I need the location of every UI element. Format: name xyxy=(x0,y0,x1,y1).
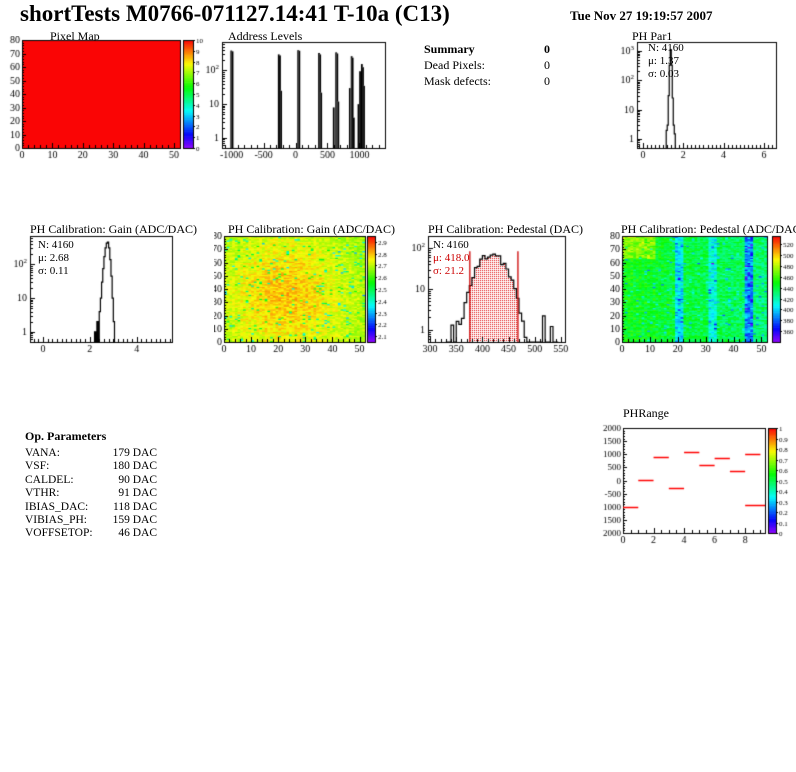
op-label: VIBIAS_PH: xyxy=(25,514,87,527)
op-label: VTHR: xyxy=(25,487,60,500)
op-parameters-title: Op. Parameters xyxy=(25,429,107,443)
stat-n: N: 4160 xyxy=(648,42,684,54)
summary-row-value: 0 xyxy=(544,74,550,88)
page-title: shortTests M0766-071127.14:41 T-10a (C13… xyxy=(20,1,450,26)
pedestal-map-chart xyxy=(610,232,796,356)
op-row: IBIAS_DAC: 118 DAC xyxy=(25,501,157,514)
op-parameters-block: Op. Parameters VANA: 179 DAC VSF: 180 DA… xyxy=(25,429,157,541)
summary-header: Summary 0 xyxy=(424,41,550,57)
address-levels-chart xyxy=(205,36,395,162)
op-row: CALDEL: 90 DAC xyxy=(25,474,157,487)
stat-sigma: σ: 21.2 xyxy=(433,265,464,277)
stat-n: N: 4160 xyxy=(38,239,74,251)
ph-par1-chart xyxy=(608,36,796,162)
op-label: VOFFSETOP: xyxy=(25,527,93,540)
summary-title: Summary xyxy=(424,42,475,56)
stat-sigma: σ: 0.11 xyxy=(38,265,69,277)
op-row: VTHR: 91 DAC xyxy=(25,487,157,500)
op-value: 179 DAC xyxy=(112,447,157,459)
pedestal-hist-chart xyxy=(412,232,577,356)
stat-n: N: 4160 xyxy=(433,239,469,251)
op-value: 159 DAC xyxy=(112,514,157,527)
op-label: CALDEL: xyxy=(25,473,74,486)
gain-hist-chart xyxy=(8,232,208,356)
summary-row-label: Dead Pixels: xyxy=(424,58,485,72)
op-value: 180 DAC xyxy=(112,460,157,473)
op-row: VOFFSETOP: 46 DAC xyxy=(25,527,157,540)
op-row: VANA: 179 DAC xyxy=(25,447,157,460)
stat-mu: μ: 1.37 xyxy=(648,55,679,67)
stat-mu: μ: 418.0 xyxy=(433,252,470,264)
stat-sigma: σ: 0.03 xyxy=(648,68,679,80)
summary-row: Mask defects: 0 xyxy=(424,73,550,89)
pedestal-hist-stats: N: 4160 μ: 418.0 σ: 21.2 xyxy=(433,239,469,278)
stat-mu: μ: 2.68 xyxy=(38,252,69,264)
op-label: IBIAS_DAC: xyxy=(25,500,89,513)
gain-hist-stats: N: 4160 μ: 2.68 σ: 0.11 xyxy=(38,239,74,278)
op-label: VANA: xyxy=(25,447,60,459)
ph-range-chart xyxy=(596,404,796,554)
op-row: VIBIAS_PH: 159 DAC xyxy=(25,514,157,527)
op-row: VSF: 180 DAC xyxy=(25,460,157,473)
op-label: VSF: xyxy=(25,460,50,473)
summary-row: Dead Pixels: 0 xyxy=(424,57,550,73)
op-value: 46 DAC xyxy=(118,527,157,540)
op-value: 118 DAC xyxy=(113,500,157,513)
op-value: 90 DAC xyxy=(118,473,157,486)
timestamp: Tue Nov 27 19:19:57 2007 xyxy=(570,8,713,23)
ph-par1-stats: N: 4160 μ: 1.37 σ: 0.03 xyxy=(648,42,684,81)
summary-value: 0 xyxy=(544,42,550,56)
pixel-map-chart xyxy=(8,36,208,162)
op-value: 91 DAC xyxy=(118,487,157,500)
summary-row-value: 0 xyxy=(544,58,550,72)
gain-map-chart xyxy=(214,232,400,356)
summary-row-label: Mask defects: xyxy=(424,74,491,88)
summary-block: Summary 0 Dead Pixels: 0 Mask defects: 0 xyxy=(424,41,550,89)
